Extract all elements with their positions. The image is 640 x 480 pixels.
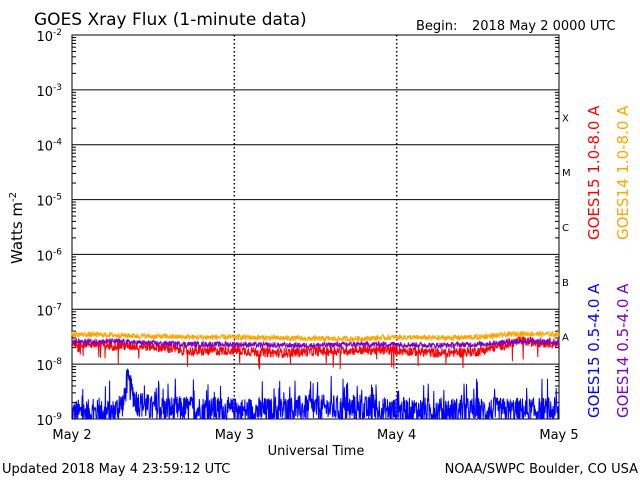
chart-title: GOES Xray Flux (1-minute data) bbox=[34, 10, 307, 30]
y-tick-labels: 10-2 10-3 10-4 10-5 10-6 10-7 10-8 10-9 bbox=[36, 28, 62, 429]
y-tick-label: 10-6 bbox=[36, 247, 62, 264]
plot-frame bbox=[71, 34, 560, 420]
begin-label: Begin: bbox=[416, 19, 457, 34]
y-tick-label: 10-4 bbox=[36, 138, 62, 155]
updated-timestamp: Updated 2018 May 4 23:59:12 UTC bbox=[2, 462, 230, 477]
x-tick-label: May 3 bbox=[215, 428, 254, 443]
y-tick-label: 10-8 bbox=[36, 357, 62, 374]
flare-class-label: A bbox=[562, 333, 569, 344]
y-tick-label: 10-7 bbox=[36, 302, 62, 319]
x-tick-labels: May 2 May 3 May 4 May 5 bbox=[52, 428, 578, 443]
series-line-3 bbox=[71, 337, 560, 350]
y-tick-label: 10-2 bbox=[36, 28, 62, 45]
y-tick-label: 10-3 bbox=[36, 83, 62, 100]
grid-lines bbox=[72, 35, 559, 419]
flare-class-label: M bbox=[562, 168, 571, 179]
y-tick-label: 10-9 bbox=[36, 412, 62, 429]
x-tick-label: May 4 bbox=[377, 428, 416, 443]
x-tick-label: May 2 bbox=[52, 428, 91, 443]
flare-class-labels: X M C B A bbox=[562, 113, 571, 343]
legend-goes14-short: GOES14 0.5-4.0 A bbox=[614, 283, 632, 418]
x-axis-label: Universal Time bbox=[268, 444, 365, 459]
series-lines bbox=[71, 330, 560, 421]
begin-value: 2018 May 2 0000 UTC bbox=[472, 19, 616, 34]
legend-goes15-long: GOES15 1.0-8.0 A bbox=[585, 105, 603, 240]
flare-class-label: B bbox=[562, 278, 569, 289]
series-line-0 bbox=[71, 335, 560, 370]
credit-text: NOAA/SWPC Boulder, CO USA bbox=[445, 462, 638, 477]
legend-goes15-short: GOES15 0.5-4.0 A bbox=[585, 283, 603, 418]
y-tick-label: 10-5 bbox=[36, 193, 62, 210]
legend-goes14-long: GOES14 1.0-8.0 A bbox=[614, 105, 632, 240]
series-line-1 bbox=[71, 330, 560, 343]
flare-class-label: X bbox=[562, 113, 569, 124]
x-tick-label: May 5 bbox=[539, 428, 578, 443]
flare-class-label: C bbox=[562, 223, 569, 234]
series-line-2 bbox=[71, 368, 560, 421]
y-axis-label: Watts m-2 bbox=[8, 192, 26, 264]
